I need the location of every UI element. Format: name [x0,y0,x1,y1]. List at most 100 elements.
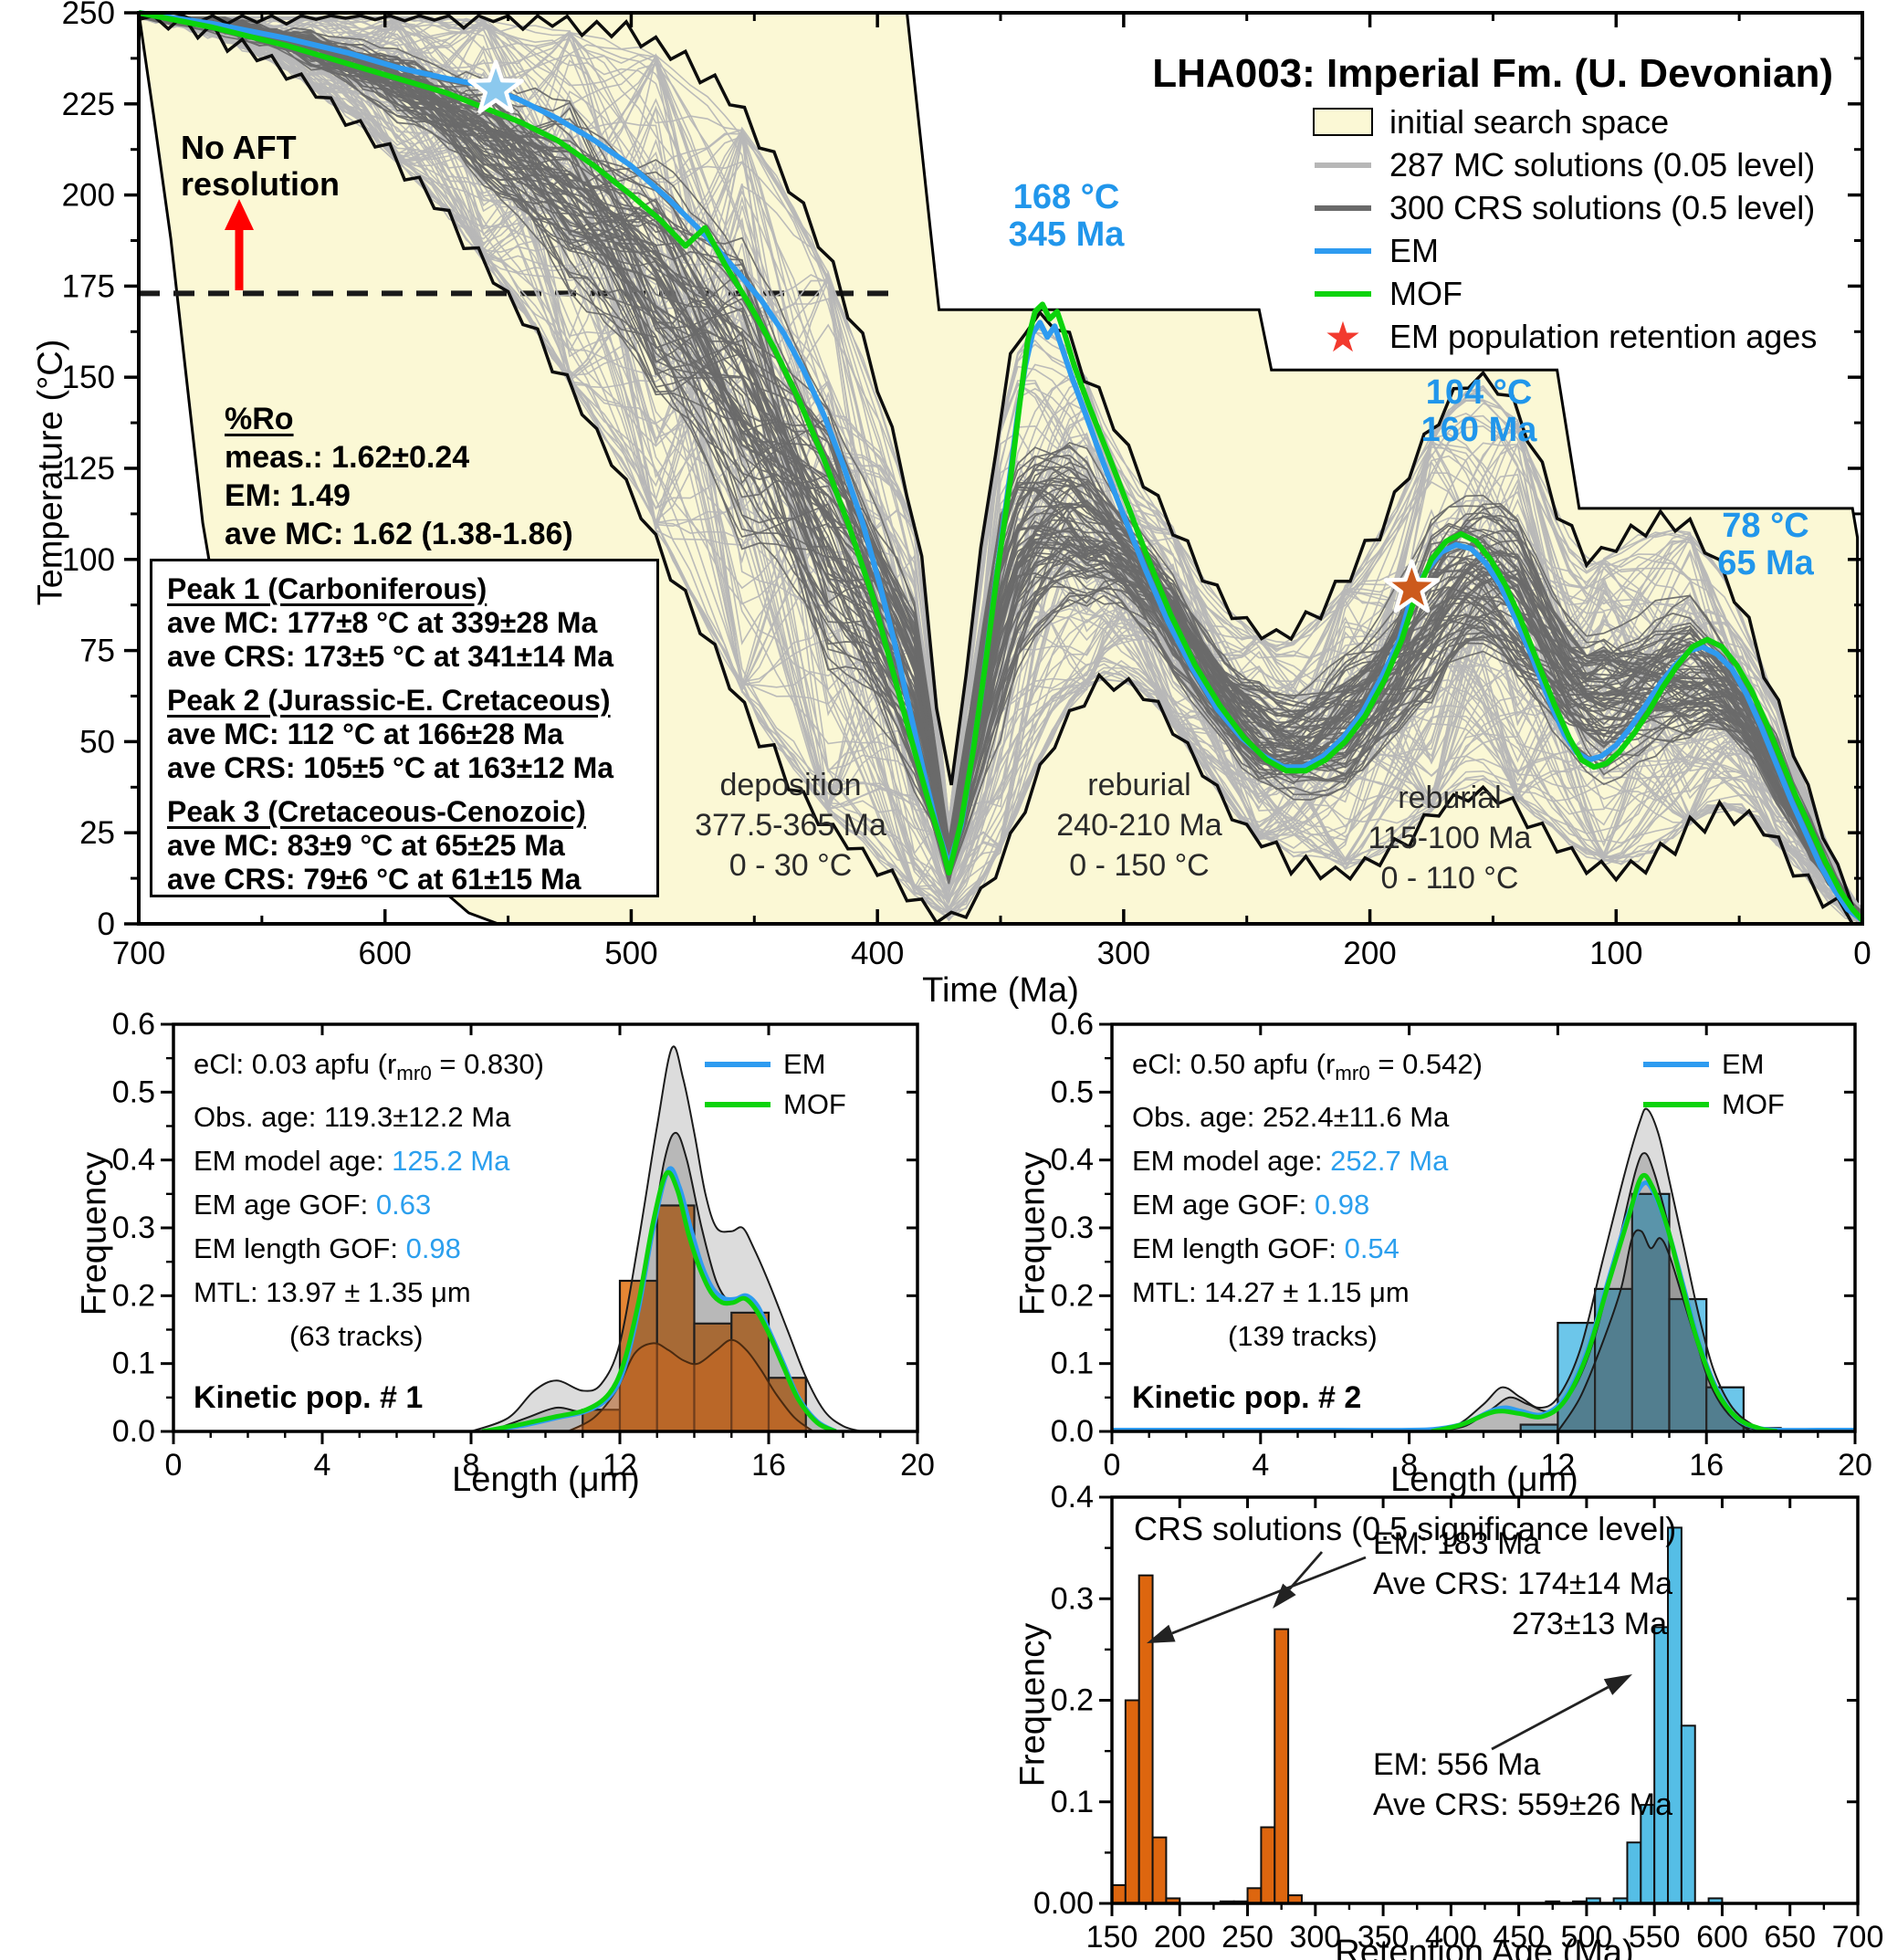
retention-ann1-em: EM: 183 Ma [1373,1526,1541,1561]
svg-text:25: 25 [79,815,115,851]
svg-text:0.1: 0.1 [1051,1785,1094,1819]
svg-text:16: 16 [751,1448,786,1483]
svg-text:650: 650 [1764,1920,1816,1955]
length-hist-pop2-mof-curve [1431,1172,1777,1431]
legend-item-retention-star: ★ EM population retention ages [1313,315,1817,358]
svg-text:700: 700 [1832,1920,1884,1955]
mc-line-swatch [1313,162,1373,168]
svg-text:175: 175 [62,268,115,304]
svg-text:0.00: 0.00 [1033,1886,1094,1921]
reburial1-constraint-label: reburial 240-210 Ma 0 - 150 °C [1056,768,1222,883]
star-icon: ★ [1324,312,1362,361]
svg-text:0: 0 [165,1448,183,1483]
svg-text:4: 4 [1252,1448,1269,1483]
length2-axis-label: Length (μm) [1390,1461,1578,1499]
svg-text:300: 300 [1289,1920,1341,1955]
svg-text:700: 700 [112,936,165,971]
length1-axis-label: Length (μm) [452,1461,640,1499]
svg-text:0.2: 0.2 [1051,1683,1094,1718]
search-space-swatch [1313,108,1373,136]
top-axes-ticks: 700 600 500 400 300 200 100 0 0 25 50 75 100 125 150 17… [62,0,1871,971]
retention-ann1-avecrs2: 273±13 Ma [1512,1607,1667,1641]
svg-text:100: 100 [1589,936,1642,971]
svg-text:0.3: 0.3 [112,1211,155,1245]
retention-ann2-avecrs: Ave CRS: 559±26 Ma [1373,1787,1672,1822]
frequency3-axis-label: Frequency [1013,1622,1053,1787]
deposition-constraint-label: deposition 377.5-365 Ma 0 - 30 °C [695,768,886,883]
legend: initial search space 287 MC solutions (0… [1313,100,1817,358]
svg-text:0.1: 0.1 [112,1347,155,1381]
pop1-legend: EM MOF [705,1044,846,1125]
retention-title: CRS solutions (0.5 significance level) [1134,1510,1677,1547]
solutions-envelope-lower [139,13,1854,924]
retention-star-2 [1383,559,1441,613]
svg-text:75: 75 [79,634,115,669]
temperature-axis-label: Temperature (°C) [31,339,70,606]
svg-text:20: 20 [1838,1448,1872,1483]
frequency2-axis-label: Frequency [1013,1151,1053,1316]
retention-star-1 [467,59,524,114]
svg-text:550: 550 [1629,1920,1681,1955]
svg-text:0.2: 0.2 [1051,1278,1094,1313]
time-axis-label: Time (Ma) [922,971,1079,1010]
svg-text:225: 225 [62,87,115,122]
svg-text:400: 400 [851,936,904,971]
frequency1-axis-label: Frequency [75,1151,114,1316]
svg-text:600: 600 [359,936,412,971]
solutions-envelope-upper [139,13,1854,907]
svg-text:0.1: 0.1 [1051,1347,1094,1381]
retention-orange-bars [1111,1574,1303,1905]
svg-text:500: 500 [604,936,657,971]
em-line-swatch [1313,247,1373,254]
pop2-legend: EM MOF [1643,1044,1785,1125]
length-hist-pop2: 0 4 8 12 16 20 0.0 0.1 0.2 0.3 0.4 0.5 0.6 [1051,1007,1872,1483]
pop1-ecl-line: eCl: 0.03 apfu (rmr0 = 0.830) [194,1048,544,1085]
svg-text:12: 12 [603,1448,637,1483]
svg-text:0.4: 0.4 [1051,1143,1094,1178]
length-hist-pop2-band-2 [1557,1229,1752,1431]
retention-axis-label: Retention Age (Ma) [1335,1934,1634,1960]
svg-text:50: 50 [79,724,115,760]
svg-text:0.5: 0.5 [1051,1074,1094,1109]
svg-text:8: 8 [463,1448,480,1483]
svg-text:600: 600 [1696,1920,1748,1955]
svg-text:125: 125 [62,451,115,487]
svg-text:0.5: 0.5 [112,1074,155,1109]
pop1-info-block: eCl: 0.03 apfu (rmr0 = 0.830) Obs. age: … [194,1043,544,1358]
svg-text:0: 0 [98,907,115,942]
pop2-label: Kinetic pop. # 2 [1132,1380,1362,1415]
svg-text:0.2: 0.2 [112,1278,155,1313]
svg-text:200: 200 [1154,1920,1206,1955]
retention-ann2-em: EM: 556 Ma [1373,1747,1541,1782]
length-hist-pop1-mof-curve [481,1169,837,1431]
svg-text:250: 250 [1221,1920,1274,1955]
mof-curve [138,10,1865,923]
svg-text:150: 150 [1086,1920,1138,1955]
svg-text:0.0: 0.0 [112,1414,155,1449]
crs-line-swatch [1313,204,1373,211]
svg-text:450: 450 [1493,1920,1545,1955]
legend-item-em: EM [1313,229,1817,272]
svg-text:8: 8 [1400,1448,1418,1483]
svg-text:0.6: 0.6 [1051,1007,1094,1042]
svg-text:0.3: 0.3 [1051,1581,1094,1616]
svg-text:200: 200 [1343,936,1396,971]
legend-item-mof: MOF [1313,272,1817,315]
svg-text:100: 100 [62,542,115,578]
svg-text:250: 250 [62,0,115,31]
svg-text:500: 500 [1561,1920,1613,1955]
em-curve [138,10,1864,923]
retention-ann1-avecrs: Ave CRS: 174±14 Ma [1373,1567,1672,1601]
peak2-temp-label: 104 °C 160 Ma [1420,373,1537,449]
pop1-label: Kinetic pop. # 1 [194,1380,424,1415]
no-aft-annotation: No AFT resolution [181,129,341,203]
length-hist-pop1: 0 4 8 12 16 20 0.0 0.1 0.2 0.3 0.4 0.5 0.6 [112,1007,935,1483]
peak3-temp-label: 78 °C 65 Ma [1717,507,1814,582]
chart-title: LHA003: Imperial Fm. (U. Devonian) [1152,51,1833,96]
svg-text:16: 16 [1689,1448,1724,1483]
svg-text:4: 4 [314,1448,331,1483]
pop2-info-block: eCl: 0.50 apfu (rmr0 = 0.542) Obs. age: … [1132,1043,1483,1358]
length-hist-pop1-band-0 [470,1045,863,1431]
svg-text:400: 400 [1425,1920,1477,1955]
